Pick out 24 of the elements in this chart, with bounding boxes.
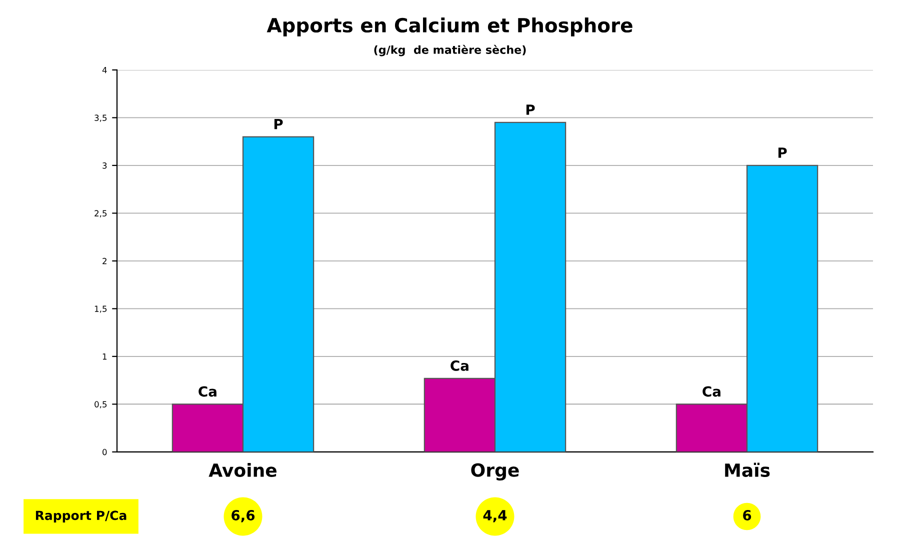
y-tick-label: 0: [102, 448, 107, 456]
series-label: P: [274, 118, 283, 130]
y-tick-label: 4: [102, 67, 107, 74]
y-tick-label: 2: [102, 258, 106, 264]
y-tick-label: 1: [102, 354, 107, 360]
text: Ca: [198, 386, 216, 397]
text: 4,4: [483, 510, 507, 522]
text: Rapport P/Ca: [36, 510, 126, 523]
chart-subtitle: (g/kg de matière sèche): [374, 44, 526, 56]
y-tick-label: 3: [102, 162, 107, 169]
text: Ca: [702, 386, 720, 397]
y-tick-label: 1,5: [94, 306, 107, 313]
text: 6,6: [232, 510, 255, 522]
x-tick-label: Orge: [471, 463, 519, 481]
text: P: [526, 104, 535, 115]
series-label: Ca: [450, 360, 468, 371]
y-tick-label: 3,5: [94, 114, 107, 122]
x-tick-label: Maïs: [725, 462, 770, 478]
text: P: [778, 148, 787, 158]
chart-title: Apports en Calcium et Phosphore: [266, 18, 632, 36]
y-tick-label: 0,5: [94, 401, 107, 408]
text: 6: [743, 510, 752, 521]
y-tick-label: 2,5: [94, 210, 107, 218]
x-tick-label: Avoine: [208, 463, 277, 478]
